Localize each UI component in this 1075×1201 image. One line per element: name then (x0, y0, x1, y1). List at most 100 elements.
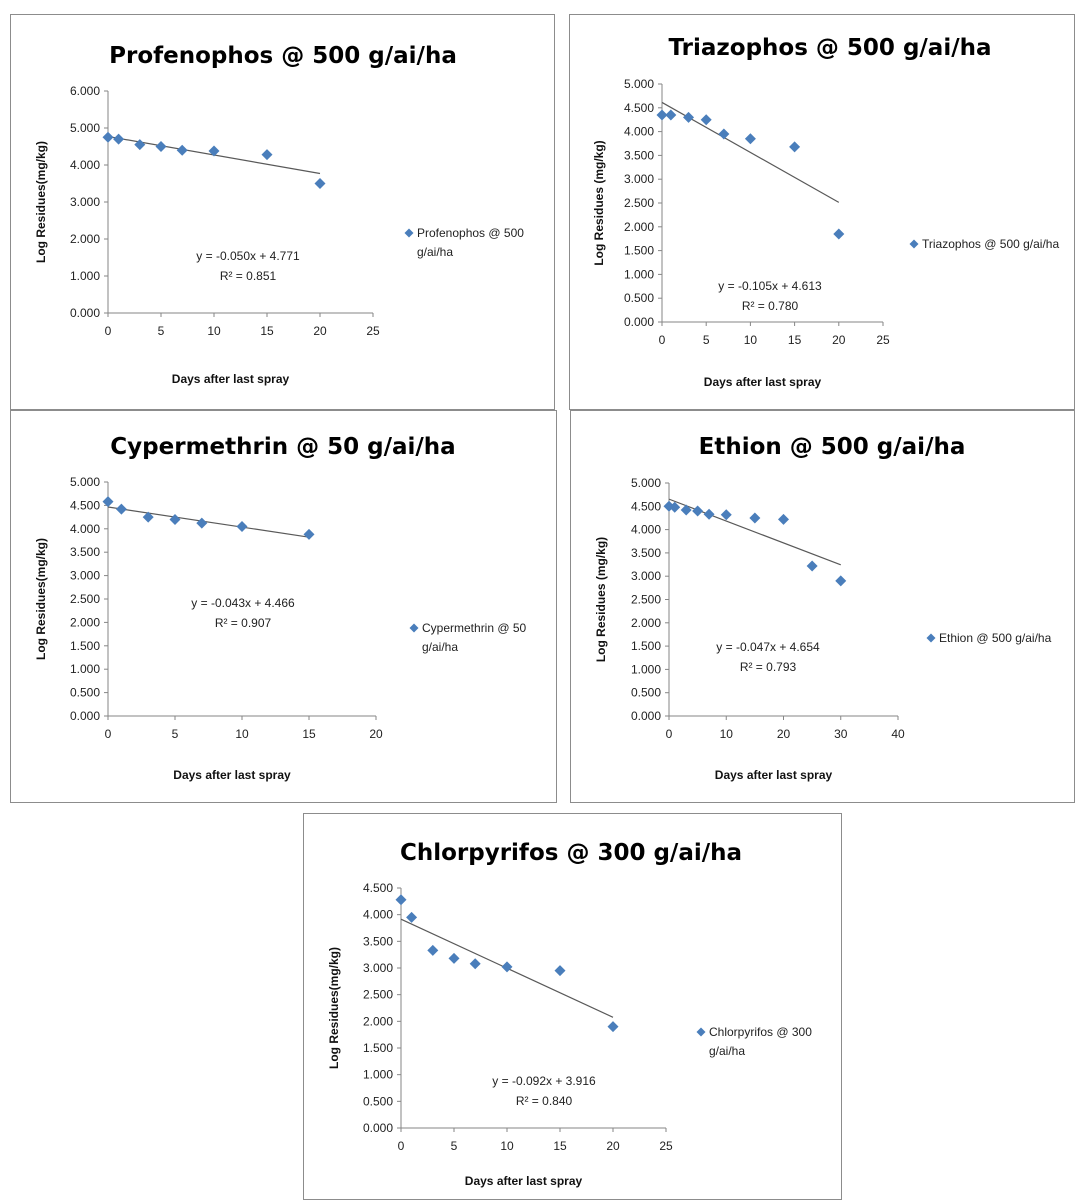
chlorpyrifos-r-squared: R² = 0.840 (516, 1094, 573, 1108)
profenophos-x-tick-label: 0 (105, 324, 112, 338)
chlorpyrifos-data-point (469, 958, 481, 970)
triazophos-y-tick-label: 4.000 (624, 125, 654, 139)
ethion-y-tick-label: 2.500 (631, 593, 661, 607)
triazophos-data-point (656, 109, 668, 121)
chlorpyrifos-y-axis-title: Log Residues(mg/kg) (327, 947, 341, 1069)
chlorpyrifos-data-point (406, 911, 418, 923)
chlorpyrifos-x-tick-label: 10 (500, 1139, 514, 1153)
ethion-x-tick-label: 10 (720, 727, 734, 741)
chlorpyrifos-data-point (448, 952, 460, 964)
cypermethrin-y-axis-title: Log Residues(mg/kg) (34, 538, 48, 660)
cypermethrin-data-point (196, 517, 208, 529)
triazophos-x-tick-label: 10 (744, 333, 758, 347)
cypermethrin-legend-marker (409, 623, 419, 633)
profenophos-data-point (314, 178, 326, 189)
triazophos-y-tick-label: 3.000 (624, 172, 654, 186)
profenophos-x-tick-label: 25 (366, 324, 380, 338)
ethion-x-axis-title: Days after last spray (715, 768, 833, 782)
chlorpyrifos-chart-title: Chlorpyrifos @ 300 g/ai/ha (400, 840, 742, 866)
triazophos-data-point (665, 109, 677, 121)
chlorpyrifos-legend-label: Chlorpyrifos @ 300 (709, 1025, 812, 1039)
cypermethrin-trendline (107, 506, 310, 538)
chlorpyrifos-y-tick-label: 0.500 (363, 1094, 393, 1108)
cypermethrin-y-tick-label: 1.500 (70, 639, 100, 653)
ethion-y-tick-label: 2.000 (631, 616, 661, 630)
triazophos-x-tick-label: 15 (788, 333, 802, 347)
triazophos-x-tick-label: 0 (659, 333, 666, 347)
triazophos-data-point (744, 133, 756, 145)
chlorpyrifos-y-tick-label: 2.000 (363, 1014, 393, 1028)
triazophos-y-tick-label: 0.000 (624, 315, 654, 329)
profenophos-x-tick-label: 20 (313, 324, 327, 338)
chlorpyrifos-y-tick-label: 1.000 (363, 1068, 393, 1082)
triazophos-y-tick-label: 5.000 (624, 77, 654, 91)
profenophos-y-axis-title: Log Residues(mg/kg) (34, 141, 48, 263)
cypermethrin-chart-title: Cypermethrin @ 50 g/ai/ha (110, 434, 455, 460)
cypermethrin-y-tick-label: 0.500 (70, 686, 100, 700)
profenophos-x-tick-label: 5 (158, 324, 165, 338)
triazophos-data-point (700, 114, 712, 126)
profenophos-y-tick-label: 6.000 (70, 84, 100, 98)
ethion-r-squared: R² = 0.793 (740, 660, 797, 674)
cypermethrin-x-axis-title: Days after last spray (173, 768, 291, 782)
cypermethrin-x-tick-label: 15 (302, 727, 316, 741)
triazophos-r-squared: R² = 0.780 (742, 299, 799, 313)
triazophos-data-point (789, 141, 801, 153)
chlorpyrifos-x-tick-label: 5 (451, 1139, 458, 1153)
cypermethrin-y-tick-label: 3.000 (70, 569, 100, 583)
chlorpyrifos-data-point (501, 961, 513, 973)
ethion-x-tick-label: 0 (666, 727, 673, 741)
ethion-data-point (806, 560, 818, 572)
cypermethrin-trend-equation: y = -0.043x + 4.466 (191, 596, 295, 610)
profenophos-y-tick-label: 4.000 (70, 158, 100, 172)
chart-svg-cypermethrin: Cypermethrin @ 50 g/ai/ha 0.000 0.500 1.000… (34, 434, 527, 782)
profenophos-data-point (113, 133, 125, 145)
profenophos-chart-title: Profenophos @ 500 g/ai/ha (109, 43, 457, 69)
triazophos-data-point (833, 228, 845, 240)
cypermethrin-legend-label: Cypermethrin @ 50 (422, 621, 527, 635)
profenophos-y-tick-label: 3.000 (70, 195, 100, 209)
chart-svg-ethion: Ethion @ 500 g/ai/ha 0.000 0.500 1.000 1.500… (594, 434, 1052, 782)
triazophos-x-tick-label: 5 (703, 333, 710, 347)
triazophos-y-tick-label: 4.500 (624, 101, 654, 115)
chart-panel-chlorpyrifos: Chlorpyrifos @ 300 g/ai/ha 0.000 0.500 1.00… (303, 813, 842, 1200)
ethion-y-axis-title: Log Residues (mg/kg) (594, 537, 608, 662)
profenophos-data-point (176, 144, 188, 156)
profenophos-legend-marker (404, 228, 414, 238)
chlorpyrifos-trend-equation: y = -0.092x + 3.916 (492, 1074, 596, 1088)
triazophos-y-tick-label: 1.000 (624, 267, 654, 281)
ethion-trend-equation: y = -0.047x + 4.654 (716, 640, 820, 654)
profenophos-data-point (134, 139, 146, 151)
profenophos-trend-equation: y = -0.050x + 4.771 (196, 249, 300, 263)
profenophos-legend-label: g/ai/ha (417, 245, 453, 259)
profenophos-data-point (208, 145, 220, 157)
chlorpyrifos-x-tick-label: 0 (398, 1139, 405, 1153)
cypermethrin-x-tick-label: 10 (235, 727, 249, 741)
triazophos-data-point (718, 128, 730, 140)
triazophos-x-tick-label: 20 (832, 333, 846, 347)
chlorpyrifos-data-point (395, 894, 407, 906)
ethion-data-point (720, 509, 732, 521)
triazophos-y-tick-label: 1.500 (624, 244, 654, 258)
ethion-x-tick-label: 20 (777, 727, 791, 741)
ethion-y-tick-label: 0.500 (631, 686, 661, 700)
profenophos-data-point (155, 141, 167, 152)
profenophos-y-tick-label: 5.000 (70, 121, 100, 135)
chart-panel-triazophos: Triazophos @ 500 g/ai/ha 0.000 0.500 1.000 1… (569, 14, 1075, 410)
chlorpyrifos-data-point (554, 965, 566, 977)
triazophos-legend-marker (909, 239, 919, 249)
chlorpyrifos-x-tick-label: 25 (659, 1139, 673, 1153)
ethion-x-tick-label: 30 (834, 727, 848, 741)
cypermethrin-data-point (236, 520, 248, 532)
cypermethrin-x-tick-label: 0 (105, 727, 112, 741)
chart-panel-ethion: Ethion @ 500 g/ai/ha 0.000 0.500 1.000 1.500… (570, 410, 1075, 803)
chlorpyrifos-y-tick-label: 4.000 (363, 908, 393, 922)
chlorpyrifos-legend-label: g/ai/ha (709, 1044, 745, 1058)
profenophos-x-tick-label: 10 (207, 324, 221, 338)
cypermethrin-x-tick-label: 20 (369, 727, 383, 741)
ethion-y-tick-label: 4.000 (631, 523, 661, 537)
cypermethrin-data-point (303, 528, 315, 540)
ethion-data-point (692, 505, 704, 517)
triazophos-x-axis-title: Days after last spray (704, 375, 822, 389)
cypermethrin-x-tick-label: 5 (172, 727, 179, 741)
